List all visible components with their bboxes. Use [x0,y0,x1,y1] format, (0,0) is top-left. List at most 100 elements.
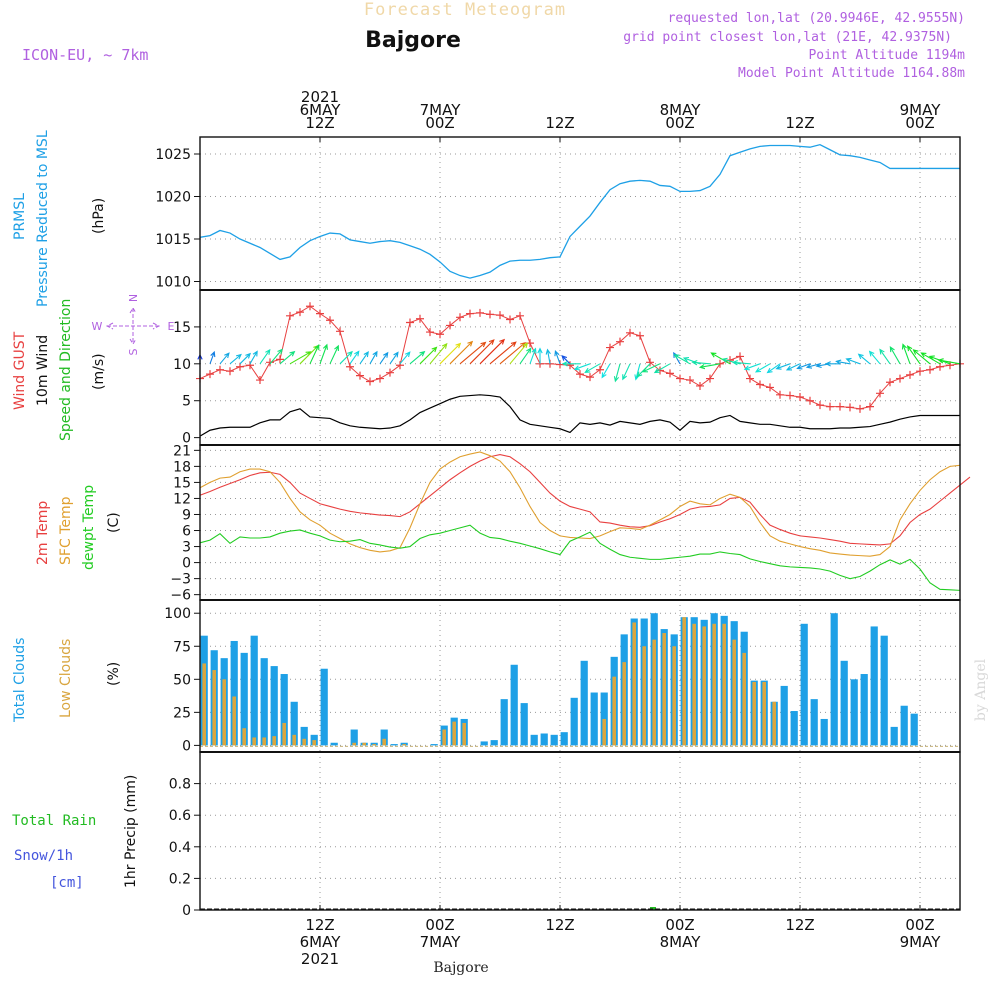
legend-speed-direction: Speed and Direction [58,299,74,441]
y-tick-label: 0.6 [169,808,191,824]
legend-wind-gust: Wind GUST [12,331,28,410]
wind-direction-arrow [269,348,283,365]
low-cloud-bar [282,722,286,746]
wind-direction-arrow [239,352,252,365]
gust-marker [356,371,364,380]
total-cloud-bar [580,660,588,746]
gust-marker [786,391,794,400]
wind-direction-arrow [613,363,621,383]
wind-direction-arrow [710,352,731,365]
wind-direction-arrow [857,353,871,365]
y-tick-label: 3 [182,540,191,556]
total-cloud-bar [830,613,838,746]
y-tick-label: 0 [182,431,191,447]
wind-direction-arrow [805,363,821,369]
banner-title: Forecast Meteogram [364,0,566,20]
top-time-label: 7MAY [420,101,462,119]
gust-marker [916,367,924,376]
gust-marker [476,308,484,317]
low-cloud-bar [362,742,366,746]
y-tick-label: 75 [173,639,191,655]
location-title: Bajgore [365,28,461,53]
total-cloud-bar [480,741,488,746]
y-tick-label: 18 [173,459,191,475]
total-cloud-bar [430,744,438,746]
gust-marker [646,358,654,367]
wind-direction-arrow [824,361,840,367]
total-cloud-bar [590,692,598,746]
y-tick-label: 0.8 [169,777,191,793]
total-cloud-bar [910,713,918,746]
pressure-line [199,143,960,279]
gust-marker [756,380,764,389]
bottom-time-label: 12Z [545,916,574,934]
y-tick-label: 1015 [155,232,191,248]
top-time-label: 2021 [301,88,339,106]
gust-marker [936,362,944,371]
bottom-time-label: 12Z [305,916,334,934]
low-cloud-bar [242,728,246,746]
gust-marker [846,403,854,412]
wind-direction-arrow [920,352,941,365]
gust-marker [886,378,894,387]
gust-marker [226,367,234,376]
low-cloud-bar [612,676,616,746]
ylabel-pct: (%) [106,662,122,686]
low-cloud-bar [632,622,636,746]
wind-direction-arrow [634,363,641,381]
compass-w: W [92,320,103,333]
wind-direction-arrow [691,359,711,366]
wind-speed-line [199,394,960,437]
wind-direction-arrow [698,363,721,370]
wind-direction-arrow [479,338,506,365]
wind-direction-arrow [731,360,751,366]
panel-frame [199,751,961,911]
wind-direction-arrow [389,351,399,365]
low-cloud-bar [722,623,726,746]
gust-marker [686,376,694,385]
model-label: ICON-EU, ~ 7km [22,46,148,64]
bottom-time-label: 00Z [665,916,694,934]
legend-pressure-msl: Pressure Reduced to MSL [35,130,51,307]
wind-direction-arrow [349,350,360,365]
gust-line [199,305,961,410]
y-tick-label: 25 [173,705,191,721]
requested-coords: requested lon,lat (20.9946E, 42.9555N) [668,11,965,26]
low-cloud-bar [672,646,676,746]
total-cloud-bar [520,703,528,746]
wind-direction-arrow [835,359,851,365]
point-altitude: Point Altitude 1194m [808,48,965,63]
gust-marker [426,328,434,337]
wind-direction-arrow [529,347,537,364]
legend-total-rain: Total Rain [12,813,96,829]
wind-direction-arrow [561,355,571,365]
total-cloud-bar [570,697,578,746]
low-cloud-bar [762,681,766,746]
gust-marker [446,321,454,330]
gust-marker [366,377,374,386]
low-cloud-bar [272,736,276,746]
total-cloud-bar [240,652,248,746]
wind-direction-arrow [339,350,353,365]
total-cloud-bar [390,744,398,746]
compass-e: E [168,320,175,333]
wind-direction-arrow [519,347,532,365]
top-time-label: 12Z [545,114,574,132]
gust-marker [606,343,614,352]
gust-marker [266,358,274,367]
gust-marker [516,311,524,320]
gust-marker [506,315,514,324]
low-cloud-bar [292,734,296,746]
ylabel-c: (C) [106,512,122,533]
wind-direction-arrow [775,363,791,370]
gust-marker [926,365,934,374]
gust-marker [706,374,714,383]
y-tick-label: 15 [173,475,191,491]
gust-marker [386,368,394,377]
y-tick-label: 0 [182,738,191,754]
gust-marker [866,402,874,411]
y-tick-label: 50 [173,672,191,688]
gust-marker [636,331,644,340]
gust-marker [676,374,684,383]
gust-marker [396,361,404,370]
